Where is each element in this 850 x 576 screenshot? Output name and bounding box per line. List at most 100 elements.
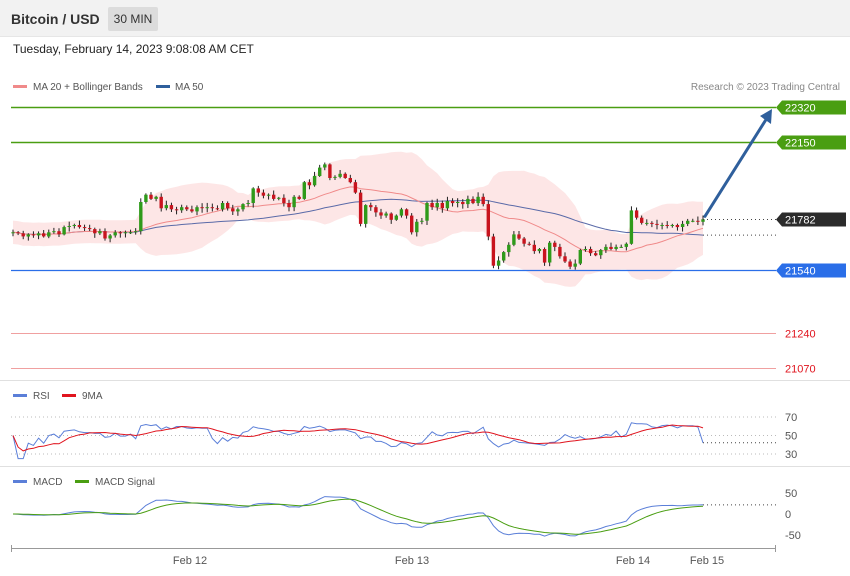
x-axis-labels: Feb 12 Feb 13 Feb 14 Feb 15 [173, 555, 724, 567]
instrument-title: Bitcoin / USD [11, 11, 100, 27]
candle [686, 220, 690, 224]
candle [205, 207, 209, 209]
candle [185, 207, 189, 210]
candle [573, 263, 577, 267]
target-arrow [703, 116, 769, 218]
candle [256, 188, 260, 193]
legend-macd-signal: MACD Signal [95, 477, 155, 488]
candle [435, 203, 439, 208]
candle [272, 194, 276, 199]
candle [77, 225, 82, 228]
candle [604, 246, 608, 250]
candle [195, 207, 199, 212]
candle [312, 175, 317, 186]
candle [527, 243, 531, 245]
level-label: 21070 [785, 364, 816, 376]
candle [128, 232, 133, 234]
candle [466, 198, 470, 205]
candle [241, 204, 245, 210]
candle [328, 164, 332, 178]
candle [343, 173, 347, 178]
candle [174, 209, 179, 211]
candle [415, 221, 419, 233]
candle [476, 196, 480, 204]
candle [52, 231, 56, 233]
candle [236, 209, 240, 212]
candle [410, 215, 414, 233]
legend-ma20: MA 20 + Bollinger Bands [33, 82, 143, 93]
candle [123, 232, 128, 234]
date-stamp: Tuesday, February 14, 2023 9:08:08 AM CE… [13, 42, 254, 56]
candle [450, 201, 455, 204]
candle [72, 225, 76, 226]
rsi-tick-label: 30 [785, 449, 797, 461]
level-label: 21782 [785, 215, 816, 227]
candle [231, 208, 235, 212]
candle [481, 196, 485, 205]
candle [67, 226, 71, 227]
x-tick-label: Feb 15 [690, 555, 724, 567]
level-badge [776, 263, 846, 278]
candle [16, 232, 20, 234]
candle [491, 236, 496, 266]
price-panel [11, 151, 705, 287]
candle [660, 225, 664, 226]
candle [47, 232, 51, 237]
rsi-tick-label: 70 [785, 412, 797, 424]
candle [42, 233, 46, 237]
candle [307, 182, 312, 186]
candle [496, 260, 501, 266]
candle [333, 176, 337, 178]
candle [384, 213, 388, 216]
candle [369, 205, 373, 208]
candle [200, 207, 204, 209]
candle [650, 222, 654, 224]
macd-line [12, 496, 704, 537]
bollinger-band [13, 151, 703, 287]
candle [389, 213, 393, 220]
candle [578, 250, 582, 264]
candle [394, 215, 398, 220]
level-badge [776, 135, 846, 150]
candle [471, 198, 475, 204]
legend-rsi: RSI [33, 391, 50, 402]
candle [21, 233, 25, 237]
candle [297, 196, 301, 199]
macd-signal-line [13, 498, 704, 535]
level-label: 22320 [785, 103, 816, 115]
candle [629, 210, 634, 244]
candle [139, 202, 143, 232]
candle [169, 205, 174, 210]
candle [440, 203, 444, 209]
candle [583, 249, 588, 250]
candle [62, 227, 66, 235]
candle [512, 234, 516, 245]
candle [277, 197, 281, 199]
candle [26, 234, 30, 237]
candle [93, 229, 97, 234]
legend-swatch-rsi [13, 394, 27, 397]
header-bar: Bitcoin / USD 30 MIN [0, 0, 850, 37]
candle [430, 203, 434, 208]
macd-panel: 50 0 -50 [12, 488, 801, 542]
candle [118, 232, 122, 234]
candle [517, 234, 521, 239]
candle [675, 225, 680, 228]
timeframe-badge[interactable]: 30 MIN [108, 7, 158, 31]
candle [563, 256, 567, 262]
candle [292, 196, 296, 208]
candle [379, 212, 383, 216]
rsi-9ma-line [12, 424, 704, 452]
candle [486, 204, 490, 237]
legend-macd: MACD [33, 477, 62, 488]
candle [548, 242, 552, 263]
candle [88, 228, 92, 230]
candle [11, 232, 15, 234]
target-arrowhead [760, 109, 772, 124]
candle [154, 196, 158, 199]
legend-swatch-ma50 [156, 85, 170, 88]
candle [287, 203, 291, 208]
candle [246, 203, 250, 204]
credit-text: Research © 2023 Trading Central [691, 82, 840, 93]
